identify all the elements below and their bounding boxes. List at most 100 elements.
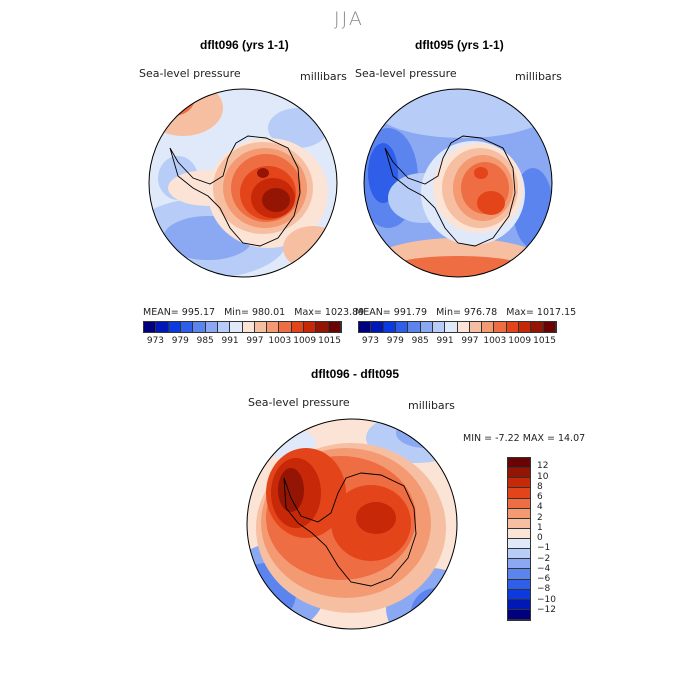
colorbar-tick-label: −6: [537, 574, 551, 584]
colorbar-tick-label: 973: [146, 336, 165, 346]
panel3-title: dflt096 - dflt095: [311, 367, 400, 381]
panel3-min-label: MIN =: [463, 433, 493, 444]
colorbar-swatch: [304, 322, 317, 332]
colorbar-swatch: [359, 322, 372, 332]
colorbar-swatch: [383, 322, 396, 332]
panel3-units: millibars: [408, 399, 455, 412]
panel2-units: millibars: [515, 70, 562, 83]
panel1-min-value: 980.01: [251, 307, 286, 318]
panel2-coastline: [384, 135, 516, 247]
colorbar-swatch: [408, 322, 421, 332]
colorbar-swatch: [508, 569, 530, 580]
colorbar-swatch: [371, 322, 384, 332]
colorbar-tick-label: 1009: [293, 336, 317, 346]
panel2-max-label: Max=: [506, 307, 534, 318]
colorbar-swatch: [291, 322, 305, 332]
colorbar-swatch: [205, 322, 218, 332]
colorbar-tick-label: 1009: [508, 336, 532, 346]
colorbar-tick-label: −10: [537, 594, 556, 605]
panel3-min-value: -7.22: [495, 433, 520, 444]
panel1-coastline: [169, 135, 301, 247]
panel3-max-value: 14.07: [557, 433, 586, 444]
colorbar-tick-label: 4: [537, 502, 543, 513]
colorbar-swatch: [316, 322, 329, 332]
colorbar-swatch: [508, 549, 530, 560]
panel1-title: dflt096 (yrs 1-1): [200, 38, 289, 52]
colorbar-swatch: [508, 458, 530, 469]
colorbar-tick-label: 1015: [533, 336, 557, 346]
panel2-mean-value: 991.79: [393, 307, 428, 318]
panel1-colorbar: [143, 321, 342, 333]
panel1-max-value: 1023.89: [324, 307, 365, 318]
colorbar-swatch: [144, 322, 157, 332]
panel3-colorbar: [507, 457, 531, 621]
colorbar-swatch: [328, 322, 341, 332]
colorbar-swatch: [395, 322, 409, 332]
colorbar-swatch: [508, 528, 530, 539]
panel2-stats: MEAN= 991.79 Min= 976.78 Max= 1017.15: [355, 307, 576, 318]
colorbar-swatch: [508, 478, 530, 489]
panel1-variable: Sea-level pressure: [139, 67, 241, 80]
colorbar-tick-label: −2: [537, 553, 551, 564]
panel1-max-label: Max=: [294, 307, 322, 318]
colorbar-tick-label: −1: [537, 543, 551, 554]
colorbar-tick-label: 6: [537, 492, 543, 502]
colorbar-tick-label: 12: [537, 461, 549, 472]
colorbar-tick-label: 979: [386, 336, 404, 346]
panel2-min-label: Min=: [436, 307, 461, 318]
colorbar-tick-label: 8: [537, 481, 543, 492]
panel2-variable: Sea-level pressure: [355, 67, 457, 80]
colorbar-swatch: [482, 322, 495, 332]
panel2-max-value: 1017.15: [536, 307, 577, 318]
colorbar-swatch: [242, 322, 255, 332]
colorbar-tick-label: 10: [537, 471, 549, 482]
panel2-mean-label: MEAN=: [355, 307, 391, 318]
colorbar-swatch: [508, 609, 530, 620]
panel2-title: dflt095 (yrs 1-1): [415, 38, 504, 52]
panel1-mean-label: MEAN=: [143, 307, 179, 318]
colorbar-swatch: [193, 322, 206, 332]
colorbar-tick-label: 991: [436, 336, 454, 346]
colorbar-swatch: [457, 322, 470, 332]
season-title: JJA: [334, 8, 364, 30]
panel3-variable: Sea-level pressure: [248, 396, 350, 409]
colorbar-swatch: [217, 322, 231, 332]
colorbar-tick-label: 1: [537, 522, 543, 533]
colorbar-swatch: [432, 322, 446, 332]
panel3-coastline: [283, 472, 417, 587]
panel1-min-label: Min=: [224, 307, 249, 318]
colorbar-swatch: [180, 322, 194, 332]
colorbar-swatch: [156, 322, 169, 332]
panel2-min-value: 976.78: [463, 307, 498, 318]
colorbar-tick-label: 979: [171, 336, 189, 346]
colorbar-swatch: [508, 468, 530, 479]
colorbar-swatch: [469, 322, 483, 332]
colorbar-swatch: [494, 322, 507, 332]
colorbar-tick-label: 2: [537, 512, 543, 523]
colorbar-swatch: [508, 559, 530, 570]
colorbar-tick-label: −8: [537, 584, 551, 595]
colorbar-tick-label: 1003: [483, 336, 507, 346]
colorbar-tick-label: 985: [196, 336, 214, 346]
colorbar-tick-label: 0: [537, 533, 543, 543]
colorbar-tick-label: 997: [461, 336, 479, 346]
panel3-stats: MIN = -7.22 MAX = 14.07: [463, 433, 585, 444]
colorbar-swatch: [168, 322, 181, 332]
colorbar-swatch: [506, 322, 520, 332]
panel3-map: [246, 418, 458, 630]
colorbar-swatch: [508, 498, 530, 509]
colorbar-swatch: [267, 322, 280, 332]
colorbar-tick-label: 1015: [318, 336, 342, 346]
colorbar-swatch: [254, 322, 268, 332]
panel1-units: millibars: [300, 70, 347, 83]
panel2-colorbar: [358, 321, 557, 333]
panel1-mean-value: 995.17: [181, 307, 216, 318]
panel1-stats: MEAN= 995.17 Min= 980.01 Max= 1023.89: [143, 307, 364, 318]
colorbar-swatch: [531, 322, 544, 332]
panel1-map: [148, 88, 338, 278]
colorbar-tick-label: 985: [411, 336, 429, 346]
colorbar-swatch: [508, 589, 530, 600]
colorbar-tick-label: 973: [361, 336, 380, 346]
colorbar-swatch: [508, 599, 530, 610]
colorbar-tick-label: 1003: [268, 336, 292, 346]
